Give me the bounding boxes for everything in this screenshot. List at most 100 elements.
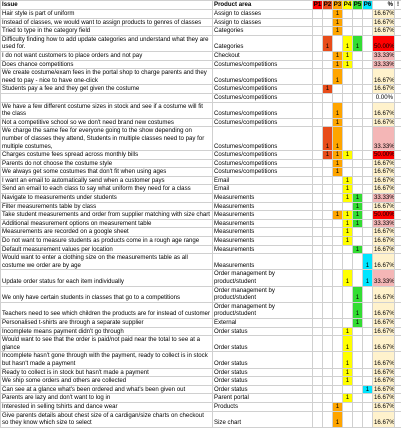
priority-cell (333, 254, 343, 270)
area-cell: Products (213, 402, 313, 411)
area-cell: Order status (213, 336, 313, 352)
priority-cell (313, 245, 323, 254)
priority-cell (323, 394, 333, 403)
priority-cell (343, 102, 353, 118)
table-row: We charge the same fee for everyone goin… (1, 127, 401, 151)
flag-cell (395, 151, 401, 160)
priority-cell (323, 185, 333, 194)
priority-cell: 1 (343, 219, 353, 228)
priority-cell (313, 211, 323, 220)
flag-cell (395, 176, 401, 185)
percent-cell: 50.00% (373, 151, 395, 160)
priority-cell (353, 151, 363, 160)
priority-cell (313, 318, 323, 327)
issue-cell: Interested in selling tshirts and dance … (1, 402, 213, 411)
priority-cell (343, 118, 353, 127)
issue-cell: Instead of classes, we would want to ass… (1, 18, 213, 27)
priority-cell (333, 228, 343, 237)
priority-cell (353, 411, 363, 427)
priority-cell (363, 159, 373, 168)
flag-cell (395, 27, 401, 36)
priority-cell (313, 254, 323, 270)
issue-cell: Does chance competitions (1, 60, 213, 69)
percent-cell: 16.67% (373, 27, 395, 36)
percent-cell: 16.67% (373, 10, 395, 19)
area-cell: Measurements (213, 219, 313, 228)
issue-cell: Incomplete hasn't gone through with the … (1, 352, 213, 368)
priority-cell: 1 (333, 118, 343, 127)
issue-cell: Can see at a glance what's been ordered … (1, 385, 213, 394)
priority-cell (353, 93, 363, 102)
priority-cell (323, 237, 333, 246)
priority-cell (343, 27, 353, 36)
priority-cell (363, 10, 373, 19)
priority-cell: 1 (323, 85, 333, 94)
priority-cell: 1 (353, 286, 363, 302)
area-cell: Assign to classes (213, 10, 313, 19)
priority-cell (363, 35, 373, 51)
issue-cell: We ship some orders and others are colle… (1, 377, 213, 386)
priority-cell (353, 336, 363, 352)
priority-cell (313, 385, 323, 394)
table-row: Interested in selling tshirts and dance … (1, 402, 401, 411)
priority-cell: 1 (333, 411, 343, 427)
priority-cell: 1 (363, 254, 373, 270)
priority-cell: 1 (323, 151, 333, 160)
percent-cell: 16.67% (373, 318, 395, 327)
issue-cell: Students pay a fee and they get given th… (1, 85, 213, 94)
percent-cell: 50.00% (373, 211, 395, 220)
priority-cell (363, 211, 373, 220)
priority-cell (313, 93, 323, 102)
priority-cell (323, 219, 333, 228)
table-row: Difficulty finding how to add update cat… (1, 35, 401, 51)
issue-cell: Charges costume fees spread across month… (1, 151, 213, 160)
table-row: Would want to enter a clothing size on t… (1, 254, 401, 270)
priority-cell (353, 352, 363, 368)
area-cell: Measurements (213, 202, 313, 211)
priority-cell (343, 93, 353, 102)
priority-cell (313, 151, 323, 160)
issue-cell: Parents are lazy and don't want to log i… (1, 394, 213, 403)
flag-cell (395, 159, 401, 168)
issue-cell: Teachers need to see which children the … (1, 302, 213, 318)
flag-cell (395, 318, 401, 327)
table-row: We always get some costumes that don't f… (1, 168, 401, 177)
area-cell: Order management by product/student (213, 302, 313, 318)
priority-cell (363, 176, 373, 185)
issue-cell: Tried to type in the category field (1, 27, 213, 36)
priority-cell (343, 127, 353, 151)
issue-cell: We charge the same fee for everyone goin… (1, 127, 213, 151)
priority-cell (313, 10, 323, 19)
priority-cell (333, 302, 343, 318)
flag-cell (395, 18, 401, 27)
priority-cell: 1 (353, 35, 363, 51)
area-cell: Size chart (213, 411, 313, 427)
priority-cell (323, 385, 333, 394)
priority-cell (323, 93, 333, 102)
percent-cell: 33.33% (373, 270, 395, 286)
table-row: We ship some orders and others are colle… (1, 377, 401, 386)
priority-cell: 1 (353, 302, 363, 318)
percent-cell: 16.67% (373, 102, 395, 118)
area-cell: Costumes/competitions (213, 60, 313, 69)
issue-cell: We always get some costumes that don't f… (1, 168, 213, 177)
area-cell: Order status (213, 352, 313, 368)
percent-cell: 33.33% (373, 127, 395, 151)
flag-cell (395, 211, 401, 220)
percent-cell: 16.67% (373, 385, 395, 394)
priority-cell (343, 18, 353, 27)
priority-cell: 1 (323, 35, 333, 51)
header-cell: Issue (1, 1, 213, 10)
priority-cell (313, 394, 323, 403)
table-row: Measurements are recorded on a google sh… (1, 228, 401, 237)
flag-cell (395, 118, 401, 127)
flag-cell (395, 327, 401, 336)
priority-cell (343, 385, 353, 394)
flag-cell (395, 35, 401, 51)
priority-cell (333, 202, 343, 211)
issue-cell: Incomplete means payment didn't go throu… (1, 327, 213, 336)
